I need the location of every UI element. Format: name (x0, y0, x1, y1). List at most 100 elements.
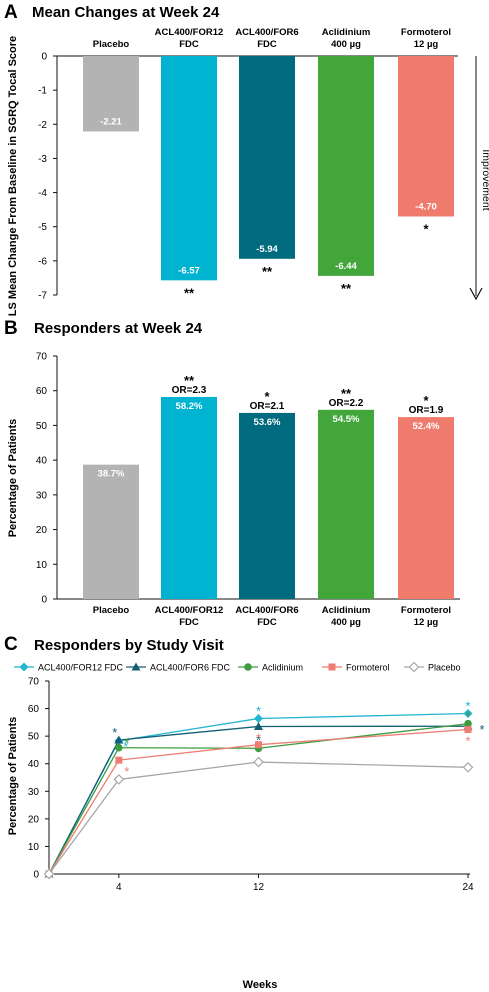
panel-b-category-label: ACL400/FOR6 (235, 605, 298, 616)
panel-c: C Responders by Study Visit Percentage o… (4, 634, 485, 991)
panel-b-category-label: ACL400/FOR12 (155, 605, 224, 616)
panel-c-point (255, 741, 262, 749)
panel-a-plot: 0-1-2-3-4-5-6-7Placebo-2.21ACL400/FOR12F… (38, 27, 458, 302)
panel-c-x-tick-label: 4 (116, 882, 122, 893)
panel-c-point (43, 868, 55, 880)
panel-b-value-label: 38.7% (98, 469, 125, 480)
panel-b-value-label: 54.5% (333, 414, 360, 425)
panel-c-point (254, 721, 263, 730)
panel-c-significance: * (124, 736, 129, 751)
panel-c-significance: * (256, 732, 261, 747)
panel-b-category-label: Formoterol (401, 605, 451, 616)
panel-b-value-label: 52.4% (413, 421, 440, 432)
panel-c-legend: ACL400/FOR12 FDC ACL400/FOR6 FDC Aclidiniu… (14, 661, 461, 673)
panel-a-title: Mean Changes at Week 24 (32, 4, 220, 21)
panel-b-y-tick-label: 70 (36, 352, 48, 363)
panel-a-category-label: FDC (257, 39, 277, 50)
panel-c-point (463, 709, 473, 719)
panel-c-point (115, 756, 123, 764)
panel-c-y-tick-label: 30 (28, 787, 40, 798)
panel-a-ylabel: LS Mean Change From Baseline in SGRQ Toc… (7, 36, 19, 316)
panel-c-x-tick-label: 24 (462, 882, 474, 893)
panel-c-significance: * (112, 725, 117, 740)
panel-a: A Mean Changes at Week 24 LS Mean Change… (4, 2, 489, 316)
panel-a-y-tick-label: -1 (38, 86, 47, 97)
panel-c-point (131, 662, 141, 671)
panel-c-point (464, 726, 472, 734)
panel-a-significance: ** (184, 285, 195, 300)
panel-a-arrow-head (469, 287, 483, 301)
panel-a-y-tick-label: -2 (38, 120, 47, 131)
panel-b-value-label: 58.2% (176, 401, 203, 412)
panel-a-bar (318, 56, 374, 276)
panel-c-point (254, 713, 263, 723)
panel-b-significance: ** (341, 386, 352, 401)
panel-a-value-label: -6.44 (335, 261, 357, 272)
panel-a-bar (239, 56, 295, 259)
panel-b-y-tick-label: 40 (36, 456, 48, 467)
panel-c-point (19, 662, 29, 672)
panel-c-title: Responders by Study Visit (34, 637, 224, 654)
panel-b-bar (398, 417, 454, 599)
panel-c-significance: * (256, 731, 261, 746)
panel-b-category-label: FDC (179, 617, 199, 628)
panel-b-category-label: Aclidinium (322, 605, 371, 616)
panel-b-category-label: FDC (257, 617, 277, 628)
panel-c-letter: C (4, 634, 18, 655)
panel-a-significance: ** (341, 281, 352, 296)
panel-c-point (462, 761, 474, 773)
panel-a-bar (398, 56, 454, 217)
panel-b-value-label: 53.6% (254, 417, 281, 428)
panel-b-ylabel: Percentage of Patients (7, 419, 19, 538)
panel-c-significance: * (256, 703, 261, 718)
panel-c-series-line (48, 723, 469, 875)
panel-a-bar (83, 56, 139, 132)
panel-c-point (408, 661, 420, 673)
panel-b-significance: ** (184, 373, 195, 388)
panel-b-title: Responders at Week 24 (34, 320, 203, 337)
panel-b-odds-ratio: OR=1.9 (409, 405, 444, 416)
panel-a-value-label: -5.94 (256, 244, 278, 255)
panel-c-significance: * (479, 722, 484, 737)
panel-b-category-label: 12 µg (414, 617, 439, 628)
panel-c-point (115, 743, 123, 752)
panel-c-significance: * (465, 699, 470, 714)
panel-b-bar (239, 412, 295, 599)
panel-b: B Responders at Week 24 Percentage of Pa… (4, 318, 460, 628)
panel-b-y-tick-label: 10 (36, 560, 48, 571)
panel-c-x-tick-label: 12 (253, 882, 265, 893)
panel-b-letter: B (4, 318, 18, 339)
panel-b-plot: 010203040506070Placebo38.7%ACL400/FOR12F… (36, 352, 460, 628)
panel-b-y-tick-label: 20 (36, 525, 48, 536)
panel-b-y-tick-label: 60 (36, 386, 48, 397)
panel-a-y-tick-label: -6 (38, 256, 47, 267)
panel-c-point (253, 756, 264, 768)
panel-c-y-tick-label: 40 (28, 759, 40, 770)
panel-c-y-tick-label: 70 (28, 677, 40, 688)
panel-c-point (113, 774, 125, 785)
panel-b-bar (318, 409, 374, 599)
legend-label: Placebo (428, 663, 461, 673)
panel-c-y-tick-label: 20 (28, 814, 40, 825)
panel-a-category-label: 12 µg (414, 39, 439, 50)
panel-c-y-tick-label: 60 (28, 704, 40, 715)
panel-a-y-tick-label: -7 (38, 291, 47, 302)
panel-c-series-line (48, 761, 469, 875)
panel-a-significance: ** (262, 264, 273, 279)
panel-a-category-label: ACL400/FOR6 (235, 27, 298, 38)
panel-b-category-label: 400 µg (331, 617, 361, 628)
legend-label: ACL400/FOR6 FDC (150, 663, 231, 673)
panel-a-y-tick-label: -5 (38, 222, 47, 233)
panel-c-significance: * (123, 739, 128, 754)
panel-c-xlabel: Weeks (243, 979, 278, 991)
panel-b-odds-ratio: OR=2.3 (172, 385, 207, 396)
legend-label: ACL400/FOR12 FDC (38, 663, 124, 673)
panel-c-ylabel: Percentage of Patients (7, 717, 19, 836)
panel-a-category-label: Aclidinium (322, 27, 371, 38)
panel-a-arrow-label: Improvement (480, 149, 489, 210)
panel-c-series-line (48, 728, 469, 875)
panel-c-point (244, 663, 252, 671)
panel-a-significance: * (423, 221, 429, 236)
panel-a-bar (161, 56, 217, 281)
panel-a-y-tick-label: -4 (38, 188, 47, 199)
